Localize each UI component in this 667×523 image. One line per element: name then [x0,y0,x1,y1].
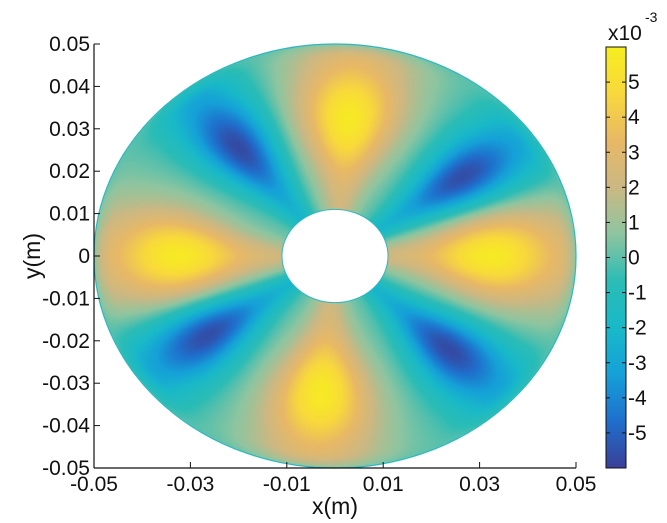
x-tick-label: 0.03 [459,473,500,496]
y-tick-label: -0.03 [42,372,90,395]
colorbar-tick-label: 5 [628,71,640,94]
colorbar-tick-label: -5 [628,422,647,445]
x-tick-label: 0.05 [556,473,597,496]
y-tick-label: 0.02 [49,160,90,183]
x-tick-label: -0.01 [263,473,311,496]
x-ticks: -0.05 -0.03 -0.01 0.01 0.03 0.05 [70,462,596,496]
y-tick-label: -0.04 [42,415,90,438]
colorbar-tick-label: 2 [628,176,640,199]
axes: -0.05 -0.03 -0.01 0.01 0.03 0.05 0.05 0.04 0.03… [19,33,596,519]
colorbar-tick-label: 1 [628,211,640,234]
y-tick-label: 0 [78,245,90,268]
heatmap-plot [93,43,577,469]
colorbar-tick-label: 4 [628,106,640,129]
y-tick-label: 0.01 [49,203,90,226]
colorbar-tick-label: -4 [628,387,647,410]
colorbar-exponent: -3 [645,9,658,25]
colorbar: 5 4 3 2 1 0 -1 -2 -3 -4 -5 x10 -3 [605,9,658,469]
colorbar-tick-label: -1 [628,282,647,305]
y-tick-label: 0.05 [49,33,90,56]
y-tick-label: 0.03 [49,118,90,141]
colorbar-tick-label: 3 [628,141,640,164]
inner-hole [281,208,389,304]
y-tick-label: 0.04 [49,75,90,98]
colorbar-tick-label: 0 [628,247,640,270]
y-tick-label: -0.05 [42,457,90,480]
y-tick-label: -0.01 [42,287,90,310]
x-tick-label: -0.05 [70,473,118,496]
colorbar-ticks: 5 4 3 2 1 0 -1 -2 -3 -4 -5 [606,71,647,445]
x-tick-label: -0.03 [166,473,214,496]
x-axis-label: x(m) [312,493,358,519]
colorbar-tick-label: -2 [628,317,647,340]
x-tick-label: 0.01 [363,473,404,496]
colorbar-exponent-base: x10 [608,22,642,45]
y-ticks: 0.05 0.04 0.03 0.02 0.01 0 -0.01 -0.02 -0.03 -0.0… [42,33,100,480]
y-tick-label: -0.02 [42,330,90,353]
colorbar-tick-label: -3 [628,352,647,375]
y-axis-label: y(m) [19,233,45,279]
